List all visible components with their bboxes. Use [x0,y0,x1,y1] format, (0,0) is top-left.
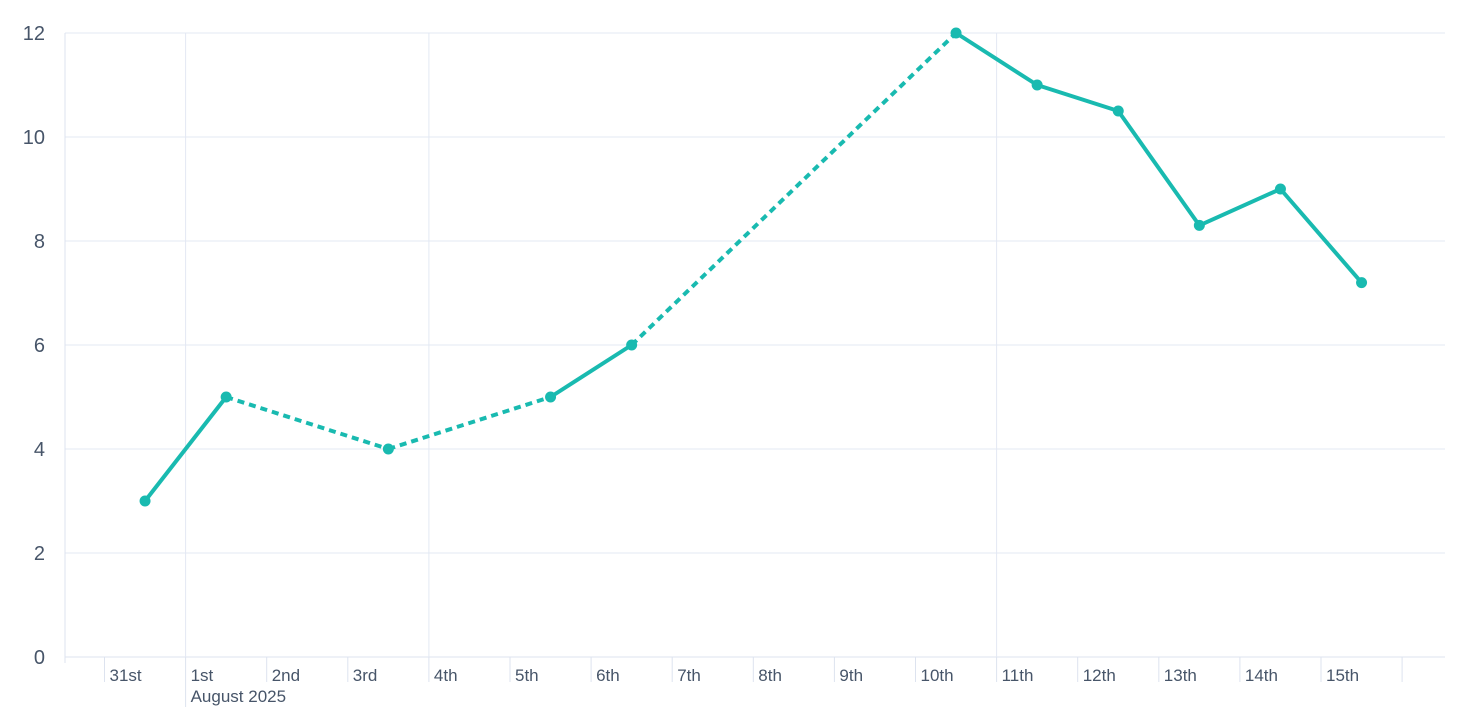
data-point[interactable] [545,391,557,403]
data-point[interactable] [1112,105,1124,117]
data-point[interactable] [1274,183,1286,195]
x-axis-label: 6th [596,666,620,685]
line-segment-solid [954,31,1040,87]
x-axis-label: 14th [1245,666,1278,685]
y-axis-label: 12 [23,23,45,45]
x-axis-label: 9th [839,666,863,685]
x-axis-label: 15th [1326,666,1359,685]
y-axis-label: 4 [34,439,45,461]
x-axis-label: 8th [758,666,782,685]
x-axis-label: 7th [677,666,701,685]
data-point[interactable] [1356,277,1368,289]
data-point[interactable] [220,391,232,403]
line-segment-solid [143,395,229,503]
line-segment-dashed [387,395,552,451]
line-segment-solid [1116,109,1202,228]
y-axis-label: 0 [34,647,45,669]
x-axis-label: 12th [1083,666,1116,685]
line-segment-solid [548,343,634,399]
y-axis-label: 10 [23,127,45,149]
line-segment-solid [1197,187,1283,228]
x-axis-label: 13th [1164,666,1197,685]
x-axis-label: 10th [921,666,954,685]
data-point[interactable] [1031,79,1043,91]
x-axis-label: 5th [515,666,539,685]
line-segment-dashed [630,31,958,347]
x-axis-label: 31st [110,666,142,685]
data-point[interactable] [950,27,962,39]
y-axis-label: 6 [34,335,45,357]
line-segment-dashed [225,395,389,451]
y-axis-label: 8 [34,231,45,253]
x-axis-label: 1st [191,666,214,685]
data-point[interactable] [382,443,394,455]
month-label: August 2025 [191,687,286,706]
x-axis-label: 11th [1002,666,1034,685]
y-axis-label: 2 [34,543,45,565]
x-axis-label: 4th [434,666,458,685]
line-segment-solid [1035,83,1121,113]
data-point[interactable] [139,495,151,507]
x-axis-label: 3rd [353,666,378,685]
x-axis-label: 2nd [272,666,300,685]
line-segment-solid [1278,187,1364,285]
data-point[interactable] [1193,219,1205,231]
data-point[interactable] [626,339,638,351]
